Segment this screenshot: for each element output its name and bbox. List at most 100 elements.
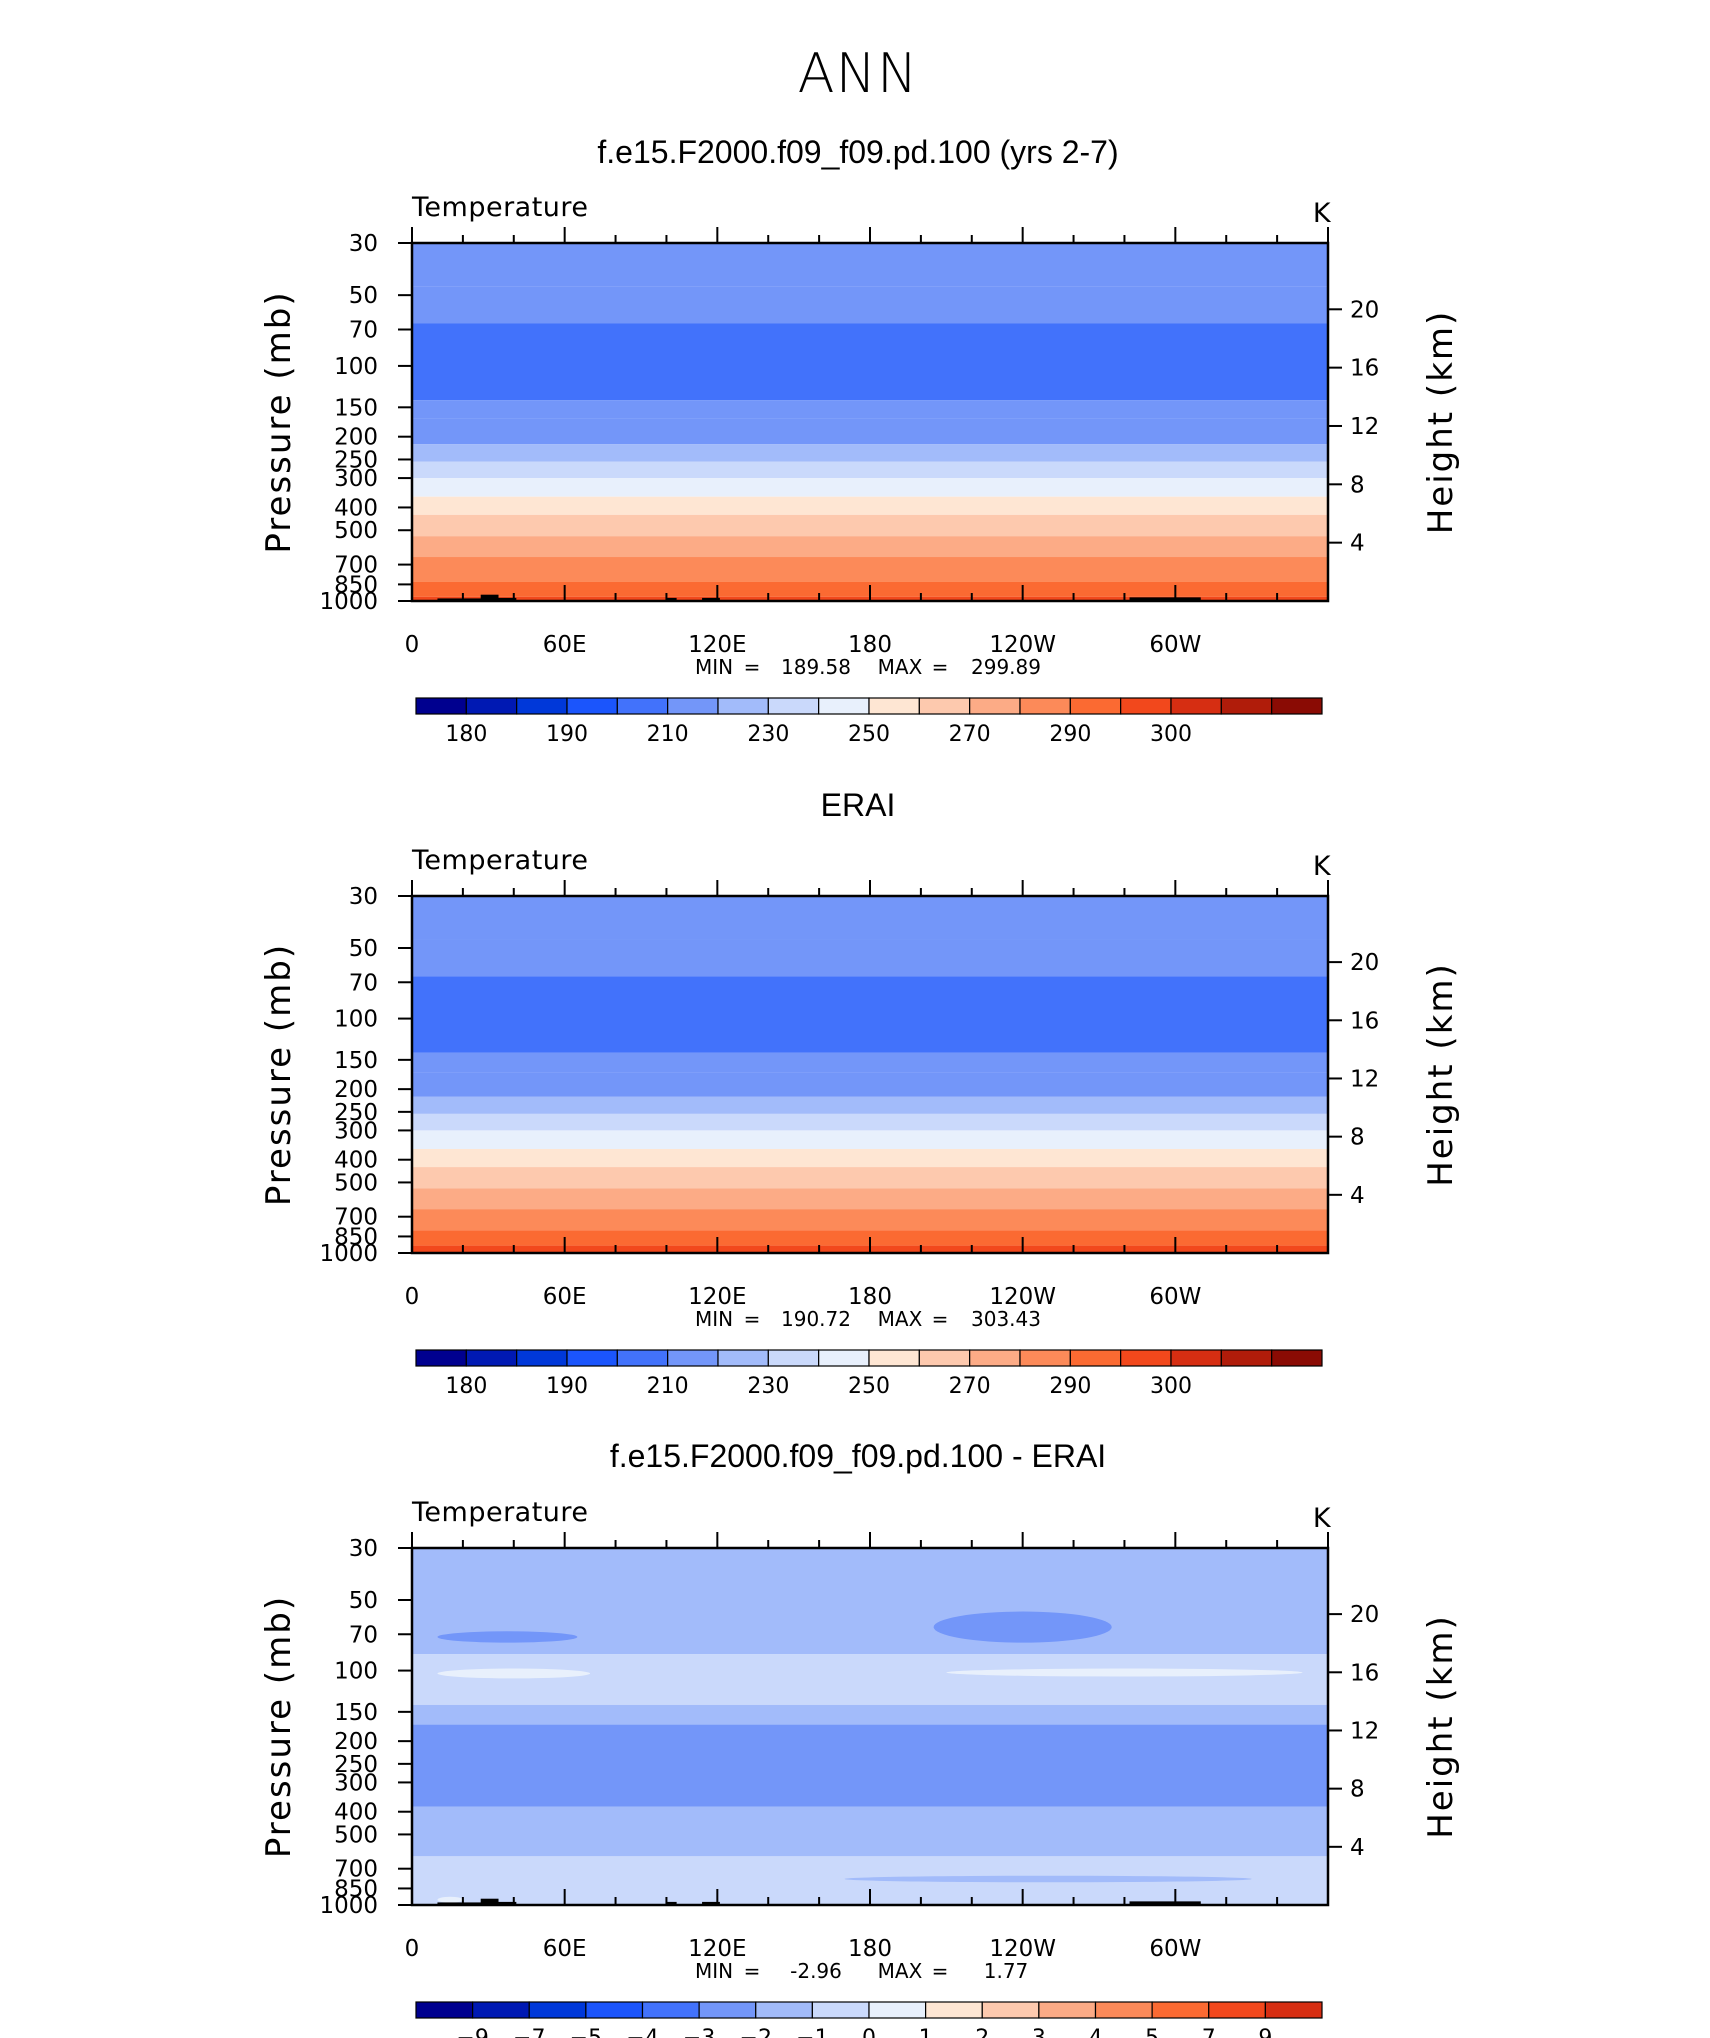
colorbar-box xyxy=(868,697,920,715)
colorbar-label: 1 xyxy=(919,2026,933,2038)
lon-tick-label: 120W xyxy=(989,1284,1056,1310)
variable-label: Temperature xyxy=(411,192,589,223)
panel-diff: f.e15.F2000.f09_f09.pd.100 - ERAI Tempera… xyxy=(259,1438,1461,2038)
lon-tick-label: 60E xyxy=(543,1284,587,1310)
contour-band xyxy=(412,478,1328,497)
colorbar-label: −1 xyxy=(796,2026,828,2038)
contour-band xyxy=(412,1209,1328,1231)
height-tick-label: 16 xyxy=(1350,1660,1379,1686)
colorbar-box xyxy=(1019,697,1071,715)
pressure-tick-label: 30 xyxy=(349,884,378,910)
colorbar-box xyxy=(585,2001,644,2019)
colorbar-box xyxy=(767,1349,820,1367)
pressure-tick-label: 200 xyxy=(334,425,378,451)
min-label: MIN xyxy=(695,655,733,679)
lon-tick-label: 120E xyxy=(688,1284,746,1310)
min-label: MIN xyxy=(695,1307,733,1331)
lon-tick-label: 60E xyxy=(543,1936,587,1962)
max-label: MAX xyxy=(878,1307,923,1331)
colorbar-box xyxy=(1151,2001,1210,2019)
contour-band xyxy=(412,1052,1328,1073)
contour-feature xyxy=(437,1668,591,1679)
colorbar-label: 4 xyxy=(1089,2026,1103,2038)
colorbar-box xyxy=(472,2001,530,2019)
colorbar-box xyxy=(528,2001,587,2019)
contour-bands xyxy=(412,896,1328,1253)
colorbar-box xyxy=(868,1349,920,1367)
lon-tick-label: 60W xyxy=(1149,632,1201,658)
contour-band xyxy=(412,1167,1328,1189)
topography-mask xyxy=(666,597,677,601)
contour-band xyxy=(412,976,1328,1053)
pressure-tick-label: 200 xyxy=(334,1077,378,1103)
contour-bands xyxy=(412,1548,1328,1905)
pressure-tick-label: 500 xyxy=(334,1170,378,1196)
height-tick-label: 16 xyxy=(1350,356,1379,382)
colorbar-box xyxy=(566,1349,618,1367)
contour-feature xyxy=(844,1875,1252,1883)
colorbar: −9 −7 −5 −4 −3 −2 −1 0 1 2 3 4 5 7 9 xyxy=(415,2001,1323,2038)
pressure-tick-label: 700 xyxy=(334,1205,378,1231)
contour-band xyxy=(412,418,1328,445)
contour-band xyxy=(412,514,1328,537)
units-label: K xyxy=(1313,198,1332,229)
colorbar-box xyxy=(1170,697,1222,715)
height-tick-label: 4 xyxy=(1350,1835,1365,1861)
colorbar-box xyxy=(616,697,669,715)
colorbar-box xyxy=(1220,697,1273,715)
colorbar-label: −7 xyxy=(513,2026,545,2038)
topography-mask xyxy=(702,597,720,601)
contour-band xyxy=(412,557,1328,582)
pressure-tick-label: 500 xyxy=(334,518,378,544)
pressure-tick-label: 300 xyxy=(334,1770,378,1796)
colorbar-label: 250 xyxy=(848,1374,890,1399)
colorbar-label: 250 xyxy=(848,722,890,747)
colorbar-label: 300 xyxy=(1150,1374,1192,1399)
height-tick-label: 12 xyxy=(1350,1066,1379,1092)
colorbar-box xyxy=(698,2001,757,2019)
contour-band xyxy=(412,496,1328,515)
max-value: 1.77 xyxy=(984,1959,1029,1983)
pressure-axis-title: Pressure (mb) xyxy=(259,943,299,1206)
colorbar-box xyxy=(818,697,870,715)
colorbar-box xyxy=(1120,697,1172,715)
lon-tick-label: 180 xyxy=(848,632,892,658)
pressure-tick-label: 100 xyxy=(334,1659,378,1685)
contour-band xyxy=(412,896,1328,940)
colorbar-box xyxy=(1271,697,1323,715)
colorbar-label: 190 xyxy=(546,722,588,747)
height-tick-label: 8 xyxy=(1350,472,1365,498)
colorbar-box xyxy=(1120,1349,1172,1367)
colorbar-box xyxy=(1220,1349,1273,1367)
colorbar-label: 180 xyxy=(445,1374,487,1399)
colorbar-label: 210 xyxy=(647,1374,689,1399)
units-label: K xyxy=(1313,1503,1332,1534)
contour-band xyxy=(412,1148,1328,1168)
contour-band xyxy=(412,444,1328,462)
colorbar-box xyxy=(1094,2001,1153,2019)
lon-tick-label: 120E xyxy=(688,632,746,658)
colorbar-label: 7 xyxy=(1202,2026,1216,2038)
panel-title: f.e15.F2000.f09_f09.pd.100 - ERAI xyxy=(610,1438,1106,1474)
colorbar-box xyxy=(811,2001,870,2019)
pressure-tick-label: 250 xyxy=(334,1100,378,1126)
panel-model: f.e15.F2000.f09_f09.pd.100 (yrs 2-7) Temp… xyxy=(259,134,1461,747)
figure-title: ANN xyxy=(798,42,919,105)
pressure-tick-label: 70 xyxy=(349,318,378,344)
colorbar-box xyxy=(717,1349,769,1367)
colorbar-label: 5 xyxy=(1145,2026,1159,2038)
pressure-tick-label: 100 xyxy=(334,1007,378,1033)
contour-band xyxy=(412,1806,1328,1857)
height-tick-label: 8 xyxy=(1350,1777,1365,1803)
colorbar-label: 230 xyxy=(747,722,789,747)
colorbar-box xyxy=(566,697,618,715)
lon-tick-label: 120W xyxy=(989,632,1056,658)
contour-band xyxy=(412,286,1328,324)
colorbar-label: 180 xyxy=(445,722,487,747)
lon-tick-label: 180 xyxy=(848,1936,892,1962)
topography-mask xyxy=(1129,597,1201,601)
colorbar-box xyxy=(1019,1349,1071,1367)
colorbar-box xyxy=(925,2001,983,2019)
colorbar-box xyxy=(969,1349,1021,1367)
